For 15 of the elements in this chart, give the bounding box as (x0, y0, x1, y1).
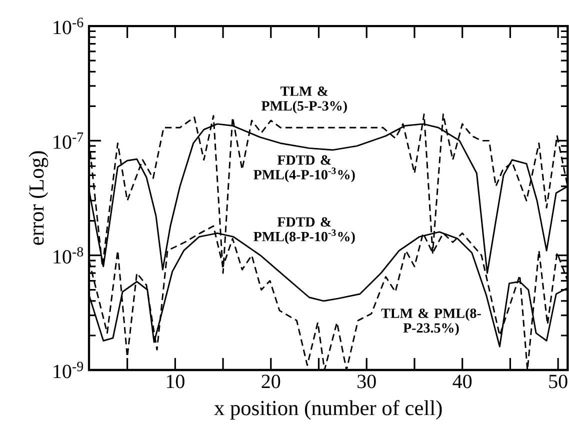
y-axis-title: error (Log) (28, 151, 48, 245)
x-tick-label: 30 (358, 374, 376, 388)
annotation: TLM & PML(5-P-3%) (261, 86, 347, 114)
y-tick-label: 10$^{-9}$ (54, 362, 84, 378)
annotation: FDTD & PML(4-P-10$^{-3}$%) (254, 155, 355, 182)
y-tick-label: 10$^{-8}$ (54, 247, 84, 264)
y-tick-label: 10$^{-7}$ (54, 132, 84, 149)
annotation: FDTD & PML(8-P-10$^{-3}$%) (254, 217, 355, 244)
x-tick-label: 50 (549, 374, 568, 388)
y-tick-label: 10$^{-6}$ (54, 18, 84, 34)
x-tick-label: 40 (452, 374, 472, 388)
x-axis-title: x position (number of cell) (214, 400, 442, 420)
x-tick-label: 10 (166, 374, 184, 388)
x-tick-label: 20 (262, 374, 280, 388)
annotation: TLM & PML(8-P-23.5%) (381, 308, 481, 336)
